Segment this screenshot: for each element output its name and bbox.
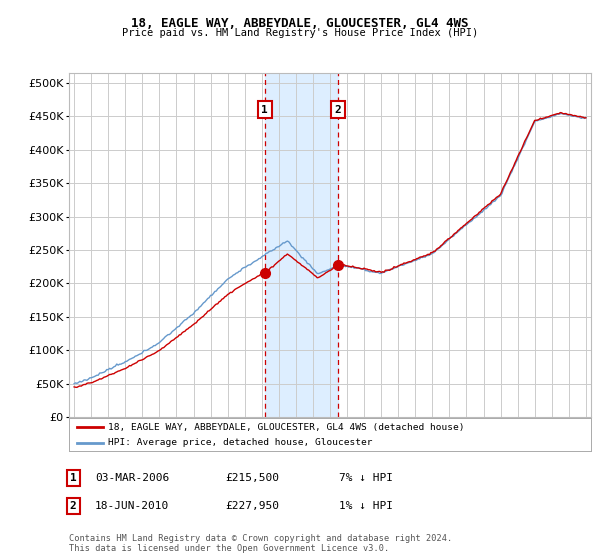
Text: 1: 1: [70, 473, 77, 483]
Text: 1% ↓ HPI: 1% ↓ HPI: [339, 501, 393, 511]
Text: 18, EAGLE WAY, ABBEYDALE, GLOUCESTER, GL4 4WS: 18, EAGLE WAY, ABBEYDALE, GLOUCESTER, GL…: [131, 17, 469, 30]
Text: £227,950: £227,950: [225, 501, 279, 511]
Text: 18-JUN-2010: 18-JUN-2010: [95, 501, 169, 511]
Text: 03-MAR-2006: 03-MAR-2006: [95, 473, 169, 483]
Text: Contains HM Land Registry data © Crown copyright and database right 2024.
This d: Contains HM Land Registry data © Crown c…: [69, 534, 452, 553]
Text: 2: 2: [70, 501, 77, 511]
Bar: [265, 73, 338, 417]
Text: Price paid vs. HM Land Registry's House Price Index (HPI): Price paid vs. HM Land Registry's House …: [122, 28, 478, 38]
Text: 2: 2: [334, 105, 341, 115]
Text: 1: 1: [261, 105, 268, 115]
Text: 18, EAGLE WAY, ABBEYDALE, GLOUCESTER, GL4 4WS (detached house): 18, EAGLE WAY, ABBEYDALE, GLOUCESTER, GL…: [108, 423, 464, 432]
Text: 7% ↓ HPI: 7% ↓ HPI: [339, 473, 393, 483]
Text: HPI: Average price, detached house, Gloucester: HPI: Average price, detached house, Glou…: [108, 438, 373, 447]
Text: £215,500: £215,500: [225, 473, 279, 483]
